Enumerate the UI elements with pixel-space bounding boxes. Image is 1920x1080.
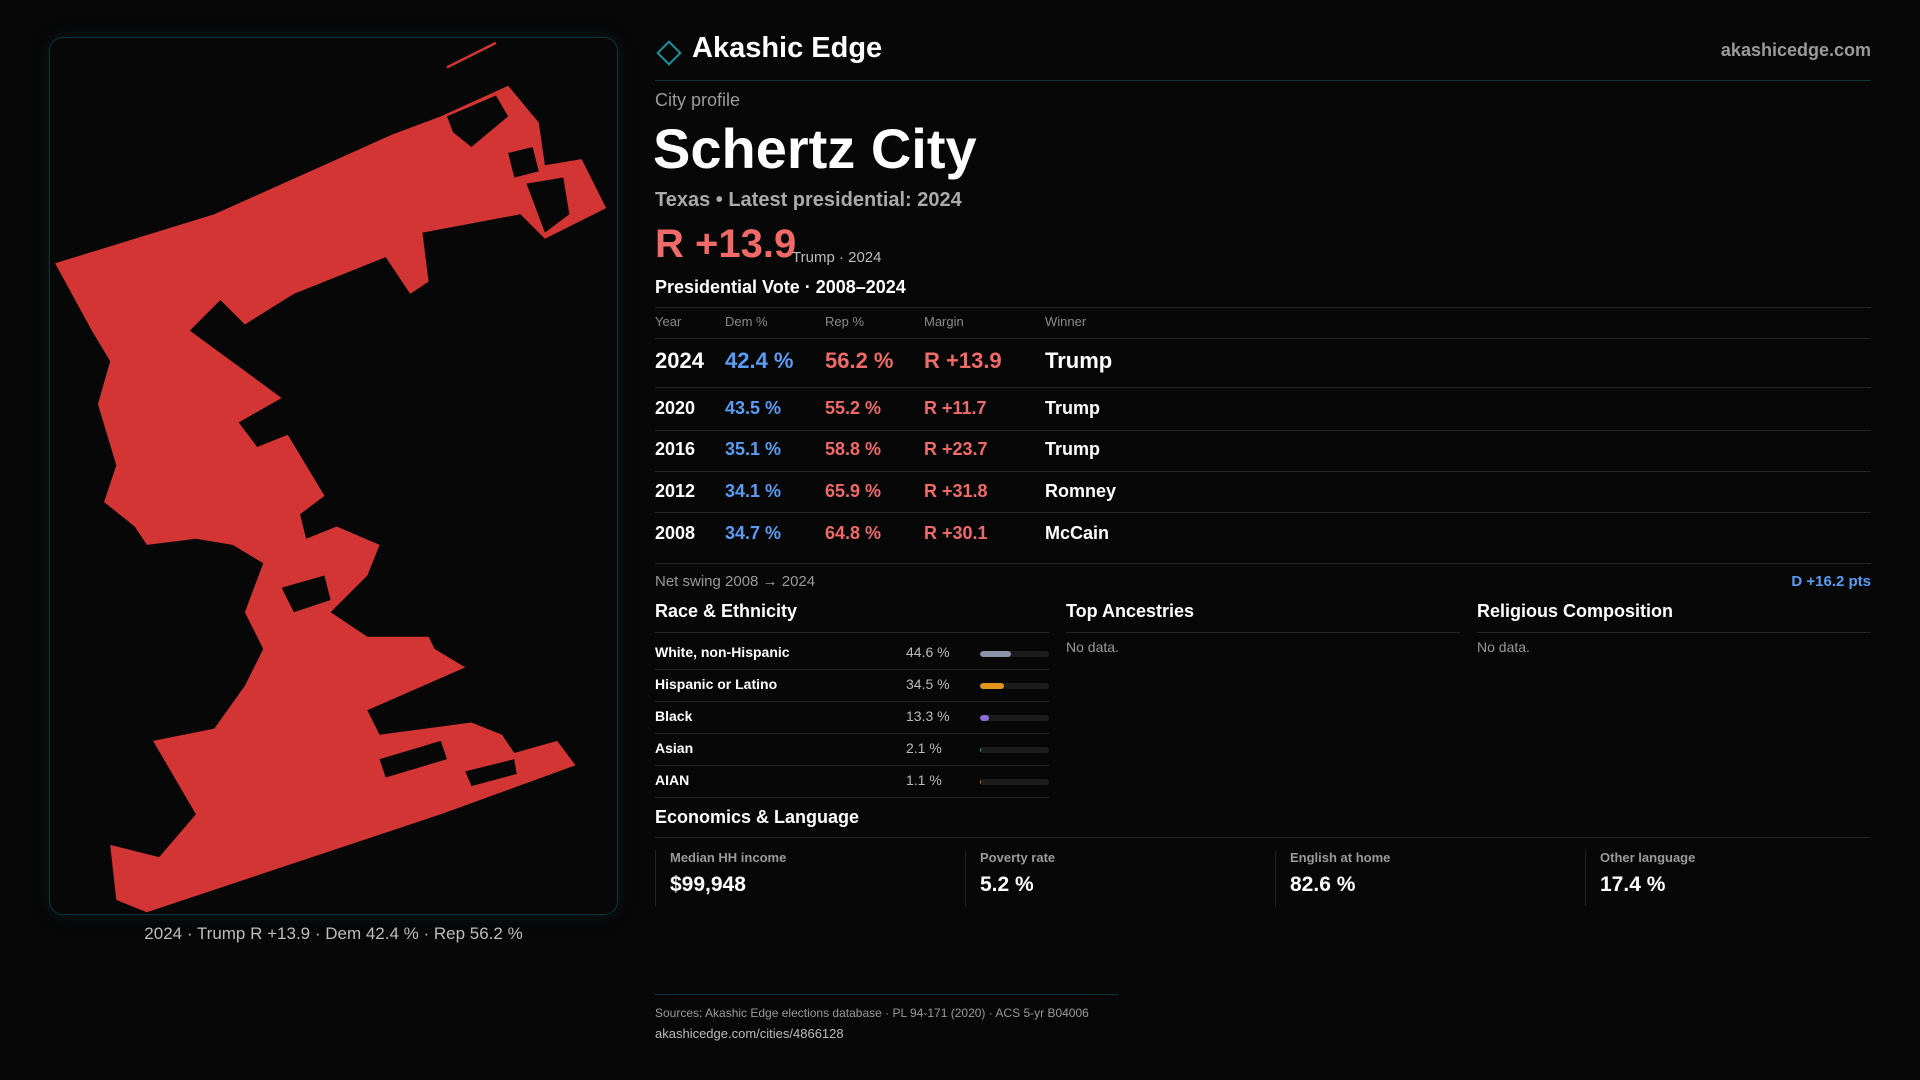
swing-label: Net swing 2008 → 2024 <box>655 573 816 590</box>
votes-title: Presidential Vote · 2008–2024 <box>655 277 906 297</box>
map-caption: 2024 · Trump R +13.9 · Dem 42.4 % · Rep … <box>144 924 523 943</box>
vote-year: 2016 <box>655 439 696 459</box>
vote-dem: 42.4 % <box>725 348 794 373</box>
vote-rep: 58.8 % <box>825 439 882 459</box>
vote-winner: Trump <box>1045 398 1101 418</box>
vote-dem: 34.7 % <box>725 523 782 543</box>
site-link[interactable]: akashicedge.com <box>1720 40 1871 60</box>
headline-margin: R +13.9 <box>655 222 797 266</box>
econ-value: 17.4 % <box>1600 873 1666 896</box>
col-winner: Winner <box>1045 314 1087 329</box>
race-label: White, non-Hispanic <box>655 644 790 660</box>
econ-card: Poverty rate 5.2 % <box>965 850 1265 906</box>
vote-margin: R +23.7 <box>924 439 988 459</box>
race-title: Race & Ethnicity <box>655 601 798 621</box>
race-bar <box>980 683 1049 689</box>
vote-winner: McCain <box>1045 523 1110 543</box>
vote-dem: 43.5 % <box>725 398 782 418</box>
econ-value: 5.2 % <box>980 873 1034 896</box>
vote-winner: Trump <box>1045 348 1113 373</box>
col-rep: Rep % <box>825 314 865 329</box>
vote-dem: 35.1 % <box>725 439 782 459</box>
econ-value: $99,948 <box>670 873 746 896</box>
vote-dem: 34.1 % <box>725 481 782 501</box>
vote-rep: 65.9 % <box>825 481 882 501</box>
race-label: AIAN <box>655 772 690 788</box>
race-label: Black <box>655 708 693 724</box>
race-label: Asian <box>655 740 694 756</box>
headline-note: Trump · 2024 <box>792 249 882 266</box>
vote-year: 2020 <box>655 398 696 418</box>
city-url[interactable]: akashicedge.com/cities/4866128 <box>655 1026 844 1041</box>
race-value: 34.5 % <box>906 676 950 692</box>
brand-name: Akashic Edge <box>692 32 883 64</box>
race-value: 2.1 % <box>906 740 942 756</box>
econ-label: Median HH income <box>670 850 787 865</box>
swing-value: D +16.2 pts <box>1791 573 1871 590</box>
vote-margin: R +31.8 <box>924 481 988 501</box>
sources-text: Sources: Akashic Edge elections database… <box>655 1006 1089 1020</box>
race-value: 1.1 % <box>906 772 942 788</box>
religion-empty: No data. <box>1477 639 1530 655</box>
vote-winner: Romney <box>1045 481 1117 501</box>
vote-year: 2008 <box>655 523 696 543</box>
vote-rep: 56.2 % <box>825 348 894 373</box>
vote-margin: R +13.9 <box>924 348 1002 373</box>
econ-card: English at home 82.6 % <box>1275 850 1575 906</box>
city-boundary-shape <box>55 85 607 913</box>
race-value: 13.3 % <box>906 708 950 724</box>
page-subtitle: Texas • Latest presidential: 2024 <box>655 189 962 211</box>
col-year: Year <box>655 314 682 329</box>
ancestries-empty: No data. <box>1066 639 1119 655</box>
vote-year: 2024 <box>655 348 704 373</box>
econ-label: Other language <box>1600 850 1696 865</box>
ancestries-title: Top Ancestries <box>1066 601 1195 621</box>
map-panel <box>49 37 618 915</box>
econ-label: Poverty rate <box>980 850 1056 865</box>
vote-margin: R +30.1 <box>924 523 988 543</box>
race-bar <box>980 747 1049 753</box>
econ-card: Other language 17.4 % <box>1585 850 1885 906</box>
econ-title: Economics & Language <box>655 807 860 827</box>
diamond-icon <box>656 40 682 66</box>
race-bar <box>980 651 1049 657</box>
vote-rep: 55.2 % <box>825 398 882 418</box>
religion-title: Religious Composition <box>1477 601 1673 621</box>
page-title: Schertz City <box>653 117 977 180</box>
col-margin: Margin <box>924 314 964 329</box>
vote-margin: R +11.7 <box>924 398 987 418</box>
vote-year: 2012 <box>655 481 696 501</box>
race-value: 44.6 % <box>906 644 950 660</box>
race-bar <box>980 779 1049 785</box>
econ-value: 82.6 % <box>1290 873 1356 896</box>
econ-card: Median HH income $99,948 <box>655 850 955 906</box>
vote-rep: 64.8 % <box>825 523 882 543</box>
race-bar <box>980 715 1049 721</box>
vote-winner: Trump <box>1045 439 1101 459</box>
race-label: Hispanic or Latino <box>655 676 778 692</box>
econ-label: English at home <box>1290 850 1391 865</box>
page-kicker: City profile <box>655 90 741 110</box>
col-dem: Dem % <box>725 314 768 329</box>
